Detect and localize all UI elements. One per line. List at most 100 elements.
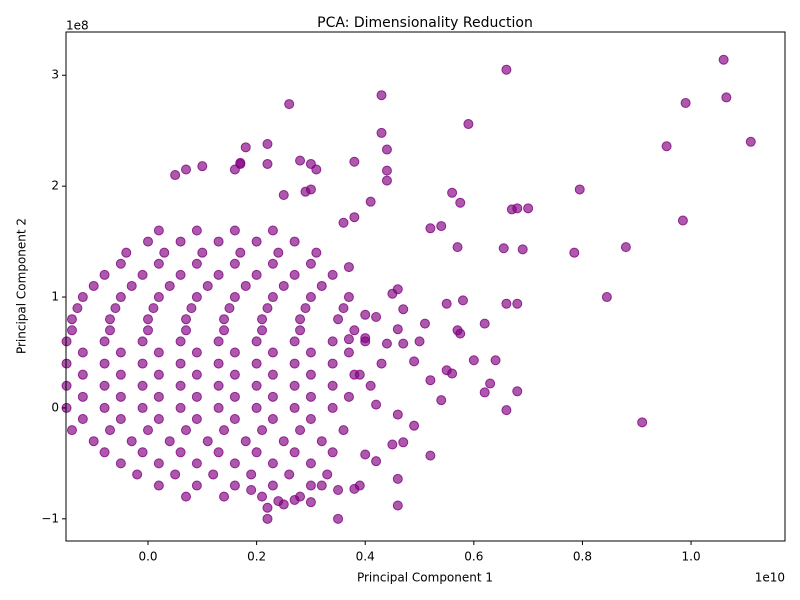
scatter-point bbox=[349, 483, 360, 494]
scatter-point bbox=[197, 247, 208, 258]
scatter-point bbox=[745, 136, 756, 147]
scatter-point bbox=[137, 447, 148, 458]
scatter-point bbox=[343, 347, 354, 358]
scatter-point bbox=[153, 480, 164, 491]
scatter-point bbox=[333, 513, 344, 524]
chart-title: PCA: Dimensionality Reduction bbox=[317, 15, 533, 31]
scatter-point bbox=[425, 450, 436, 461]
scatter-point bbox=[360, 449, 371, 460]
scatter-point bbox=[305, 480, 316, 491]
scatter-point bbox=[387, 288, 398, 299]
y-tick-label: −1 bbox=[41, 511, 59, 525]
scatter-point bbox=[251, 358, 262, 369]
scatter-point bbox=[66, 425, 77, 436]
scatter-point bbox=[213, 402, 224, 413]
scatter-point bbox=[305, 184, 316, 195]
scatter-point bbox=[327, 380, 338, 391]
scatter-point bbox=[267, 391, 278, 402]
x-axis-label: Principal Component 1 bbox=[357, 571, 493, 585]
scatter-point bbox=[485, 378, 496, 389]
scatter-point bbox=[322, 469, 333, 480]
scatter-point bbox=[601, 292, 612, 303]
scatter-point bbox=[191, 258, 202, 269]
scatter-point bbox=[381, 144, 392, 155]
scatter-point bbox=[387, 439, 398, 450]
scatter-point bbox=[289, 380, 300, 391]
scatter-point bbox=[153, 292, 164, 303]
scatter-point bbox=[88, 280, 99, 291]
scatter-point bbox=[512, 203, 523, 214]
scatter-point bbox=[99, 402, 110, 413]
x-tick-label: 0.4 bbox=[356, 550, 375, 564]
scatter-point bbox=[392, 324, 403, 335]
scatter-point bbox=[305, 258, 316, 269]
scatter-point bbox=[61, 380, 72, 391]
scatter-point bbox=[343, 262, 354, 273]
scatter-point bbox=[235, 247, 246, 258]
scatter-point bbox=[219, 314, 230, 325]
scatter-point bbox=[452, 242, 463, 253]
scatter-point bbox=[661, 141, 672, 152]
scatter-point bbox=[191, 480, 202, 491]
scatter-point bbox=[365, 380, 376, 391]
scatter-point bbox=[104, 325, 115, 336]
scatter-point bbox=[229, 292, 240, 303]
scatter-point bbox=[501, 298, 512, 309]
scatter-point bbox=[447, 368, 458, 379]
scatter-point bbox=[349, 325, 360, 336]
scatter-point bbox=[278, 190, 289, 201]
scatter-point bbox=[267, 347, 278, 358]
scatter-point bbox=[441, 298, 452, 309]
scatter-point bbox=[381, 165, 392, 176]
scatter-point bbox=[77, 347, 88, 358]
scatter-point bbox=[251, 269, 262, 280]
scatter-point bbox=[316, 280, 327, 291]
scatter-point bbox=[289, 336, 300, 347]
scatter-point bbox=[104, 314, 115, 325]
scatter-point bbox=[213, 447, 224, 458]
scatter-point bbox=[191, 391, 202, 402]
scatter-point bbox=[240, 280, 251, 291]
scatter-point bbox=[115, 369, 126, 380]
scatter-point bbox=[132, 469, 143, 480]
scatter-point bbox=[110, 303, 121, 314]
scatter-point bbox=[153, 414, 164, 425]
scatter-point bbox=[170, 170, 181, 181]
scatter-point bbox=[153, 369, 164, 380]
scatter-point bbox=[104, 425, 115, 436]
scatter-point bbox=[246, 469, 257, 480]
scatter-point bbox=[327, 402, 338, 413]
scatter-point bbox=[77, 391, 88, 402]
scatter-point bbox=[295, 314, 306, 325]
scatter-point bbox=[316, 436, 327, 447]
scatter-point bbox=[392, 409, 403, 420]
scatter-point bbox=[278, 280, 289, 291]
scatter-point bbox=[99, 358, 110, 369]
scatter-point bbox=[213, 358, 224, 369]
scatter-point bbox=[77, 369, 88, 380]
scatter-point bbox=[181, 314, 192, 325]
scatter-point bbox=[251, 380, 262, 391]
scatter-point bbox=[295, 425, 306, 436]
scatter-point bbox=[490, 355, 501, 366]
scatter-point bbox=[343, 334, 354, 345]
scatter-point bbox=[479, 387, 490, 398]
y-offset-text: 1e8 bbox=[66, 19, 89, 33]
scatter-point bbox=[289, 447, 300, 458]
scatter-point bbox=[61, 358, 72, 369]
scatter-point bbox=[175, 402, 186, 413]
scatter-point bbox=[273, 496, 284, 507]
scatter-point bbox=[88, 436, 99, 447]
scatter-point bbox=[170, 469, 181, 480]
scatter-point bbox=[419, 318, 430, 329]
scatter-point bbox=[197, 161, 208, 172]
scatter-point bbox=[262, 513, 273, 524]
scatter-point bbox=[569, 247, 580, 258]
x-tick-label: 0.0 bbox=[138, 550, 157, 564]
scatter-point bbox=[338, 425, 349, 436]
scatter-point bbox=[425, 223, 436, 234]
scatter-point bbox=[175, 336, 186, 347]
scatter-point bbox=[153, 391, 164, 402]
scatter-point bbox=[148, 303, 159, 314]
scatter-point bbox=[126, 280, 137, 291]
